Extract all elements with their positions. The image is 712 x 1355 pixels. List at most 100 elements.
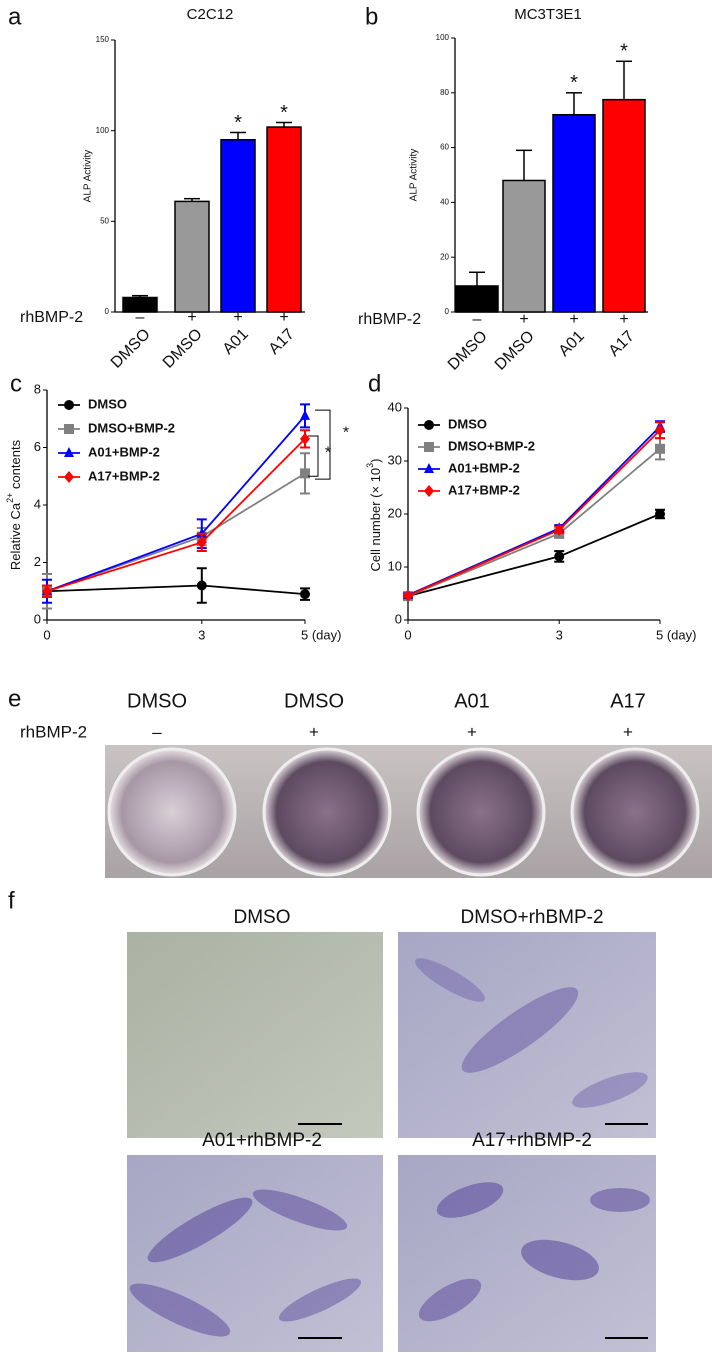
treatment-sign: – — [136, 309, 145, 326]
data-point — [196, 580, 207, 591]
x-tick-label: A01 — [220, 326, 252, 358]
series-line — [46, 415, 306, 593]
series-line — [407, 513, 661, 598]
significance-mark: * — [343, 424, 349, 441]
y-tick-label: 8 — [34, 381, 41, 396]
y-axis-label: Relative Ca2+ contents — [5, 439, 23, 570]
column-label: A17 — [610, 690, 646, 712]
series-line — [46, 438, 306, 593]
legend-label: DMSO+BMP-2 — [448, 438, 535, 453]
data-point — [554, 551, 565, 562]
legend-marker — [64, 447, 74, 457]
y-tick-label: 40 — [388, 399, 402, 414]
y-tick-label: 4 — [34, 496, 41, 511]
bar — [602, 98, 646, 313]
x-tick-label: 5 (day) — [301, 627, 341, 642]
treatment-sign: + — [619, 311, 628, 328]
bar — [552, 113, 596, 313]
data-point — [655, 424, 665, 437]
data-point — [300, 468, 310, 479]
x-tick-label: 3 — [556, 627, 563, 642]
x-tick-label: DMSO — [492, 328, 538, 374]
x-tick-label: 3 — [198, 627, 205, 642]
x-tick-label: DMSO — [445, 328, 491, 374]
y-tick-label: 60 — [440, 143, 449, 152]
treatment-sign: + — [233, 309, 242, 326]
micrograph — [127, 1155, 383, 1352]
y-axis-label-suffix: ) — [368, 458, 383, 462]
panel-letter: a — [8, 3, 22, 30]
bar — [122, 296, 158, 313]
image-label: DMSO+rhBMP-2 — [460, 907, 603, 928]
column-label: DMSO — [284, 690, 344, 712]
significance-mark: * — [570, 72, 578, 94]
image-label: DMSO — [234, 907, 291, 928]
data-point — [300, 589, 310, 600]
legend-label: A17+BMP-2 — [448, 482, 520, 497]
row-label: rhBMP-2 — [20, 309, 83, 326]
x-tick-label: 0 — [43, 627, 50, 642]
bar — [220, 138, 256, 313]
image-label: A17+rhBMP-2 — [472, 1130, 592, 1151]
y-tick-label: 2 — [34, 554, 41, 569]
plate-photo — [105, 745, 712, 878]
data-point — [655, 443, 665, 454]
legend-label: A17+BMP-2 — [88, 468, 160, 483]
chart-title: MC3T3E1 — [514, 6, 582, 23]
bar — [455, 285, 499, 313]
legend-label: DMSO — [448, 416, 487, 431]
panel-letter: c — [10, 370, 22, 397]
panel-letter: f — [8, 887, 15, 914]
y-tick-label: 6 — [34, 439, 41, 454]
data-point — [300, 409, 310, 420]
legend-label: DMSO+BMP-2 — [88, 420, 175, 435]
column-label: DMSO — [127, 690, 187, 712]
legend-label: A01+BMP-2 — [88, 444, 160, 459]
treatment-sign: + — [279, 309, 288, 326]
panel-letter: b — [365, 3, 378, 30]
series-line — [46, 584, 306, 596]
y-tick-label: 0 — [34, 611, 41, 626]
legend-marker — [64, 400, 74, 410]
bar — [502, 179, 546, 313]
y-axis-label-suffix: contents — [8, 439, 23, 492]
bar — [266, 126, 302, 313]
image-label: A01+rhBMP-2 — [202, 1130, 322, 1151]
x-tick-label: A01 — [556, 328, 588, 360]
data-point — [196, 536, 207, 549]
y-axis-label: Cell number (× 103) — [365, 458, 383, 571]
significance-mark: * — [325, 444, 331, 461]
significance-mark: * — [234, 112, 242, 134]
x-tick-label: A17 — [606, 328, 638, 360]
x-tick-label: DMSO — [160, 326, 206, 372]
significance-mark: * — [620, 41, 628, 63]
significance-mark: * — [280, 102, 288, 124]
legend-label: A01+BMP-2 — [448, 460, 520, 475]
row-label: rhBMP-2 — [358, 311, 421, 328]
y-axis-label-text: Relative Ca — [8, 502, 23, 570]
treatment-sign: + — [467, 722, 477, 741]
x-tick-label: DMSO — [108, 326, 154, 372]
y-tick-label: 30 — [388, 452, 402, 467]
treatment-sign: + — [187, 309, 196, 326]
treatment-sign: – — [473, 311, 482, 328]
y-axis-label-superscript: 3 — [365, 463, 375, 468]
y-tick-label: 80 — [440, 88, 449, 97]
x-tick-label: A17 — [266, 326, 298, 358]
y-axis-label-superscript: 2+ — [5, 493, 15, 503]
y-tick-label: 100 — [96, 126, 110, 135]
legend-marker — [424, 442, 434, 452]
legend-marker — [424, 420, 434, 430]
data-point — [42, 585, 52, 598]
legend-label: DMSO — [88, 396, 127, 411]
x-tick-label: 5 (day) — [656, 627, 696, 642]
y-tick-label: 40 — [440, 198, 449, 207]
legend-marker — [64, 471, 74, 483]
y-tick-label: 0 — [395, 611, 402, 626]
legend-marker — [424, 463, 434, 473]
legend-marker — [64, 424, 74, 434]
significance-bracket — [308, 435, 319, 477]
series-line — [407, 429, 661, 597]
y-axis-label: ALP Activity — [409, 149, 420, 202]
